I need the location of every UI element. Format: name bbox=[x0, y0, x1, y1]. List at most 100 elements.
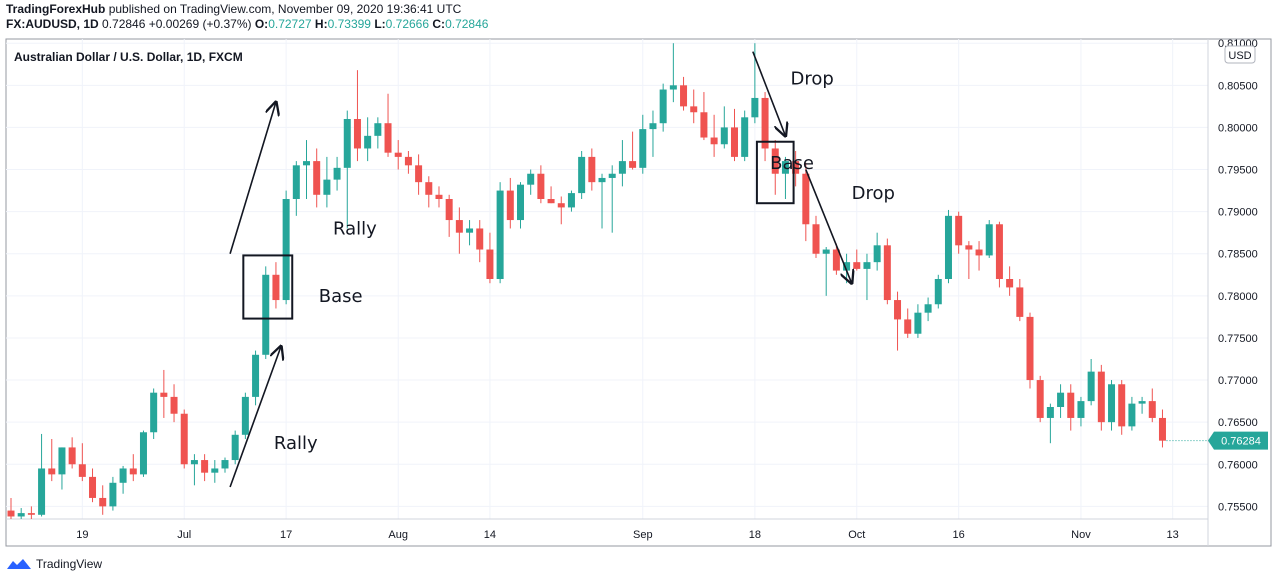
candle-body bbox=[914, 312, 922, 334]
candle bbox=[17, 508, 25, 519]
candle-body bbox=[771, 148, 779, 174]
candle bbox=[262, 266, 270, 359]
publish-info: TradingForexHub published on TradingView… bbox=[6, 2, 461, 16]
candle bbox=[466, 220, 474, 246]
candle-body bbox=[761, 97, 769, 149]
candle-body bbox=[567, 193, 575, 208]
candle-body bbox=[353, 119, 361, 149]
candle bbox=[160, 369, 168, 418]
candle bbox=[455, 207, 463, 254]
candle-body bbox=[333, 167, 341, 180]
annotation-label: Rally bbox=[333, 218, 377, 239]
candle-body bbox=[48, 468, 56, 475]
candle bbox=[282, 190, 290, 305]
candle-body bbox=[598, 177, 606, 183]
currency-button[interactable] bbox=[1224, 45, 1256, 64]
high-value: 0.73399 bbox=[327, 17, 371, 31]
candle-body bbox=[618, 161, 626, 174]
candle bbox=[567, 190, 575, 212]
ohlc-legend: FX:AUDUSD, 1D 0.72846 +0.00269 (+0.37%) … bbox=[6, 17, 488, 31]
candle bbox=[109, 476, 117, 511]
candle-body bbox=[557, 203, 565, 208]
candle-body bbox=[629, 161, 637, 168]
candle bbox=[384, 93, 392, 157]
candle bbox=[445, 194, 453, 237]
price-axis[interactable]: 0.75500 0.76000 0.76500 0.77000 0.77500 0.780… bbox=[1218, 38, 1258, 513]
candle bbox=[404, 151, 412, 174]
annotation-label: Drop bbox=[852, 183, 895, 204]
price-tick-label: 0.78000 bbox=[1218, 291, 1258, 303]
candle bbox=[781, 156, 789, 199]
open-label: O: bbox=[254, 17, 269, 31]
candle bbox=[58, 447, 66, 490]
candle-body bbox=[17, 513, 25, 517]
time-tick-label: 13 bbox=[1167, 529, 1179, 541]
candle-body bbox=[1118, 384, 1126, 427]
candle-body bbox=[466, 228, 474, 233]
candle bbox=[272, 262, 280, 309]
candle-body bbox=[506, 190, 514, 221]
candle-body bbox=[394, 152, 402, 157]
candle-body bbox=[812, 224, 820, 254]
candle-body bbox=[119, 468, 127, 483]
price-tick-label: 0.80000 bbox=[1218, 122, 1258, 134]
candle-body bbox=[527, 173, 535, 185]
trend-arrow bbox=[229, 102, 276, 254]
candle bbox=[537, 165, 545, 204]
candle-body bbox=[720, 127, 728, 145]
candle bbox=[955, 211, 963, 254]
trend-arrow bbox=[805, 169, 852, 284]
currency-label[interactable]: USD bbox=[1228, 50, 1251, 62]
symbol-label: FX:AUDUSD, 1D bbox=[6, 17, 99, 31]
candle bbox=[333, 156, 341, 191]
candle bbox=[394, 140, 402, 170]
candle-body bbox=[843, 262, 851, 271]
candle bbox=[883, 238, 891, 305]
candle bbox=[1118, 380, 1126, 435]
candle bbox=[802, 162, 810, 242]
candle-body bbox=[89, 476, 97, 498]
candle-body bbox=[160, 392, 168, 397]
candle bbox=[1067, 384, 1075, 431]
candle bbox=[7, 497, 15, 519]
candle-body bbox=[211, 468, 219, 473]
candle-body bbox=[1067, 392, 1075, 418]
footer-brand[interactable]: TradingView bbox=[6, 557, 102, 571]
candle-body bbox=[272, 274, 280, 301]
candle-body bbox=[537, 173, 545, 199]
candle bbox=[48, 439, 56, 482]
open-value: 0.72727 bbox=[268, 17, 312, 31]
candle-body bbox=[1128, 403, 1136, 427]
candle-body bbox=[252, 354, 260, 397]
candle bbox=[292, 161, 300, 216]
candle-body bbox=[517, 184, 524, 221]
high-label: H: bbox=[314, 17, 328, 31]
candle bbox=[639, 114, 647, 174]
candle-body bbox=[944, 215, 952, 279]
candle bbox=[476, 220, 484, 263]
time-axis[interactable]: 19 Jul 17 Aug 14 Sep 18 Oct 16 Nov 13 bbox=[76, 529, 1179, 541]
candle-body bbox=[578, 156, 586, 194]
candle-body bbox=[313, 161, 321, 195]
candle bbox=[78, 443, 86, 482]
price-tick-label: 0.79000 bbox=[1218, 207, 1258, 219]
candle-body bbox=[415, 165, 423, 183]
candle-body bbox=[343, 119, 351, 168]
candle-body bbox=[1016, 287, 1024, 317]
candle-body bbox=[496, 190, 504, 279]
publisher-name[interactable]: TradingForexHub bbox=[6, 2, 106, 16]
candle bbox=[965, 241, 973, 279]
candle bbox=[771, 140, 779, 195]
published-text: published on TradingView.com, November 0… bbox=[108, 2, 462, 16]
candle bbox=[700, 92, 708, 141]
candle-body bbox=[68, 447, 76, 465]
candle bbox=[353, 70, 361, 162]
candle bbox=[1036, 375, 1044, 423]
last-price: 0.72846 bbox=[102, 17, 146, 31]
candle-body bbox=[282, 199, 290, 301]
candle-body bbox=[802, 173, 810, 225]
candle-body bbox=[608, 173, 616, 178]
candle-body bbox=[1077, 401, 1085, 418]
candle-body bbox=[985, 224, 993, 256]
